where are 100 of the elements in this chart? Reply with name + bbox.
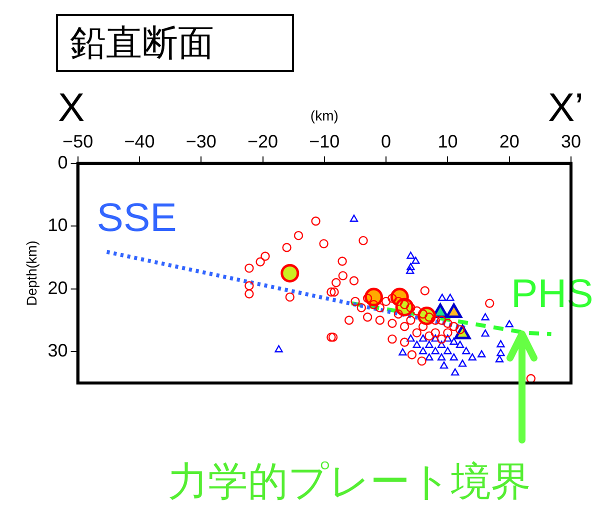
point: [496, 340, 505, 348]
text: 力学的プレート境界: [168, 460, 531, 504]
point: [436, 334, 446, 344]
point: [311, 216, 320, 226]
point: [436, 316, 446, 325]
text: X’: [548, 86, 584, 130]
point: [362, 312, 372, 322]
point: [344, 316, 354, 325]
point: [406, 252, 415, 259]
point: [406, 266, 414, 274]
point: [430, 328, 440, 338]
point: [481, 313, 490, 320]
y-tick-label: 20: [48, 278, 68, 298]
point: [375, 316, 384, 325]
y-tick-label: 30: [48, 340, 68, 361]
point: [350, 214, 358, 222]
point: [388, 318, 397, 328]
point: [407, 350, 417, 360]
point: [244, 281, 254, 290]
series-label: SSE: [96, 196, 177, 240]
point: [412, 340, 421, 348]
point: [326, 332, 336, 342]
point: [388, 294, 397, 303]
point: [425, 353, 434, 361]
point: [406, 334, 415, 342]
point: [444, 347, 452, 354]
point: [437, 340, 446, 348]
point: [362, 294, 372, 303]
point: [280, 264, 300, 282]
x-tick-label: 10: [438, 132, 458, 152]
chart-title: 鉛直断面: [56, 14, 294, 72]
point: [294, 230, 304, 240]
point: [338, 271, 348, 280]
point: [526, 374, 536, 383]
point: [450, 353, 458, 361]
point: [443, 328, 452, 338]
point: [440, 361, 448, 369]
point: [496, 348, 505, 356]
point: [330, 287, 339, 297]
point: [375, 303, 384, 312]
point: [451, 368, 460, 376]
point: [478, 350, 486, 358]
point: [481, 329, 490, 337]
point: [256, 257, 265, 267]
point: [350, 296, 360, 306]
y-axis-title: Depth(km): [23, 240, 40, 306]
point: [244, 289, 254, 299]
point: [349, 276, 359, 286]
point: [319, 239, 328, 248]
point: [418, 334, 428, 342]
x-tick-label: −40: [124, 132, 155, 152]
point: [495, 355, 504, 362]
y-tick-label: 0: [58, 152, 68, 172]
point: [406, 303, 416, 312]
point: [274, 345, 283, 352]
point: [381, 296, 391, 306]
point: [418, 347, 428, 354]
point: [400, 338, 410, 347]
point: [443, 318, 452, 328]
point: [282, 242, 292, 252]
point: [420, 286, 430, 296]
point: [418, 322, 428, 332]
point: [431, 334, 440, 342]
point: [328, 332, 338, 342]
point: [406, 316, 416, 325]
point: [425, 340, 434, 348]
point: [437, 353, 446, 361]
point: [244, 264, 254, 273]
point: [285, 292, 294, 302]
point: [417, 356, 426, 366]
point: [431, 347, 440, 354]
point: [450, 338, 458, 345]
x-axis-title: (km): [310, 107, 338, 124]
x-tick-label: −20: [247, 132, 278, 152]
point: [332, 278, 341, 288]
point: [446, 294, 454, 301]
point: [430, 316, 440, 325]
point: [398, 348, 407, 356]
point: [358, 236, 368, 246]
text: X: [58, 86, 85, 130]
point: [356, 303, 366, 312]
x-tick-label: 30: [560, 132, 582, 152]
point: [505, 320, 514, 328]
y-tick-label: 10: [48, 215, 68, 236]
point: [394, 309, 403, 319]
x-tick-label: 20: [499, 132, 520, 152]
x-tick-label: −50: [62, 132, 94, 152]
x-tick-label: 0: [381, 132, 392, 152]
point: [326, 287, 336, 297]
point: [388, 334, 397, 344]
point: [412, 306, 422, 316]
point: [456, 340, 464, 348]
point: [412, 256, 420, 264]
point: [412, 328, 422, 338]
point: [444, 334, 452, 342]
point: [438, 294, 446, 301]
point: [369, 300, 378, 310]
point: [468, 353, 476, 361]
point: [406, 262, 415, 270]
x-tick-label: −10: [309, 132, 340, 152]
